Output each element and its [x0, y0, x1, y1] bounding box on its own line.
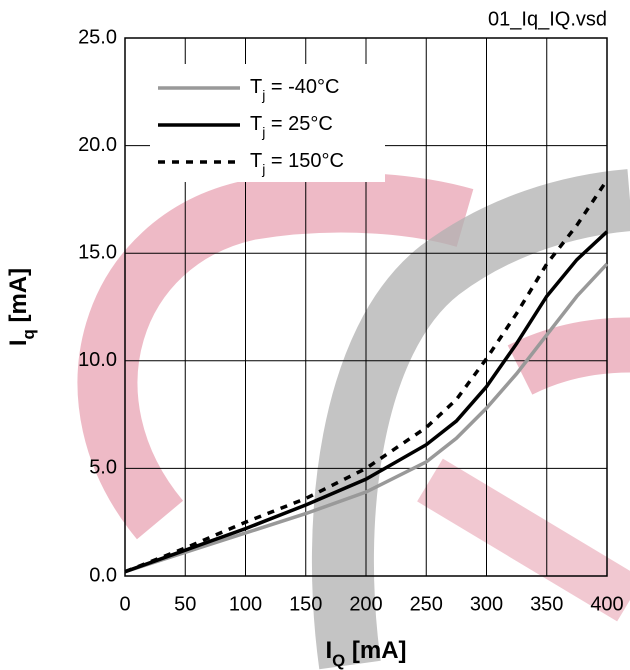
- series-line: [124, 230, 609, 574]
- x-axis-label: IQ [mA]: [325, 637, 406, 670]
- legend-label: Tj = 150°C: [250, 150, 344, 176]
- y-tick-label: 5.0: [89, 457, 117, 479]
- x-tick-label: 100: [229, 593, 262, 615]
- y-tick-label: 15.0: [78, 241, 117, 263]
- plot-frame: [124, 37, 608, 577]
- series-line: [124, 179, 609, 574]
- x-tick-label: 50: [174, 593, 196, 615]
- x-tick-label: 350: [530, 593, 563, 615]
- y-axis-label: Iq [mA]: [5, 268, 38, 346]
- watermark: [77, 169, 630, 670]
- y-tick-label: 0.0: [89, 564, 117, 586]
- legend-label: Tj = 25°C: [250, 113, 333, 139]
- y-tick-label: 10.0: [78, 349, 117, 371]
- x-tick-label: 0: [119, 593, 130, 615]
- y-tick-label: 25.0: [78, 26, 117, 48]
- x-tick-label: 400: [590, 593, 623, 615]
- series-line: [124, 262, 609, 574]
- x-tick-label: 250: [410, 593, 443, 615]
- x-tick-label: 200: [349, 593, 382, 615]
- chart-title: 01_Iq_IQ.vsd: [488, 8, 607, 30]
- x-tick-label: 300: [470, 593, 503, 615]
- y-tick-label: 20.0: [78, 134, 117, 156]
- x-tick-label: 150: [289, 593, 322, 615]
- legend-label: Tj = -40°C: [250, 76, 339, 102]
